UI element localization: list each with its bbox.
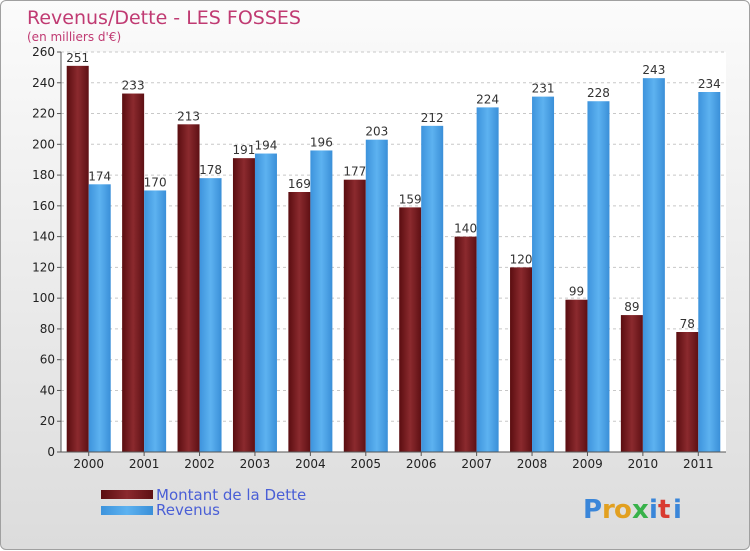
value-label-dette: 89	[624, 300, 639, 314]
bar-revenus	[254, 153, 277, 453]
value-label-revenus: 196	[310, 135, 333, 149]
y-tick-label: 180	[32, 168, 55, 182]
bar-revenus	[310, 150, 333, 452]
x-tick-label: 2003	[240, 457, 271, 471]
value-label-dette: 191	[233, 143, 256, 157]
y-axis: 0 20 40 60 80 100 120 140 160 180 200 220 240 260	[32, 45, 61, 459]
x-tick-label: 2001	[129, 457, 160, 471]
x-tick-label: 2006	[406, 457, 437, 471]
bar-dette	[676, 332, 699, 452]
value-label-dette: 233	[122, 79, 145, 93]
value-label-dette: 177	[343, 165, 366, 179]
svg-text:P: P	[583, 495, 602, 525]
y-tick-label: 240	[32, 76, 55, 90]
plot-area	[61, 52, 726, 452]
bar-revenus	[365, 139, 388, 452]
bar-dette	[454, 236, 477, 452]
value-label-dette: 99	[569, 285, 584, 299]
value-label-dette: 78	[680, 317, 695, 331]
y-tick-label: 80	[40, 322, 55, 336]
chart-subtitle: (en milliers d'€)	[27, 30, 121, 44]
y-tick-label: 0	[47, 445, 55, 459]
value-label-dette: 169	[288, 177, 311, 191]
x-tick-label: 2007	[461, 457, 492, 471]
svg-text:r: r	[602, 495, 615, 525]
value-label-revenus: 224	[476, 92, 499, 106]
value-label-revenus: 174	[88, 169, 111, 183]
legend: Montant de la Dette Revenus	[101, 486, 306, 519]
bar-dette	[620, 315, 643, 452]
svg-text:i: i	[673, 495, 682, 525]
value-label-dette: 159	[399, 192, 422, 206]
value-label-revenus: 243	[642, 63, 665, 77]
y-tick-label: 60	[40, 353, 55, 367]
y-tick-label: 100	[32, 291, 55, 305]
y-tick-label: 220	[32, 107, 55, 121]
y-tick-label: 40	[40, 383, 55, 397]
x-tick-label: 2009	[572, 457, 603, 471]
value-label-dette: 140	[454, 222, 477, 236]
bar-dette	[66, 65, 89, 452]
bar-dette	[122, 93, 145, 453]
bar-revenus	[532, 96, 555, 452]
value-label-revenus: 203	[365, 125, 388, 139]
value-label-dette: 120	[510, 252, 533, 266]
y-tick-label: 140	[32, 230, 55, 244]
bar-dette	[177, 124, 200, 453]
bars	[66, 65, 721, 453]
bar-dette	[565, 299, 588, 452]
legend-swatch-debt	[101, 490, 153, 499]
bar-revenus	[199, 178, 222, 452]
x-tick-label: 2005	[351, 457, 382, 471]
value-label-dette: 251	[66, 51, 89, 65]
y-tick-label: 20	[40, 414, 55, 428]
bar-revenus	[144, 190, 167, 452]
grid	[61, 51, 726, 422]
value-label-revenus: 194	[255, 139, 278, 153]
x-tick-label: 2008	[517, 457, 548, 471]
bar-dette	[288, 192, 311, 452]
svg-text:i: i	[649, 495, 658, 525]
x-tick-label: 2002	[184, 457, 215, 471]
bar-revenus	[421, 125, 444, 452]
value-label-revenus: 231	[532, 82, 555, 96]
value-label-dette: 213	[177, 109, 200, 123]
svg-text:o: o	[614, 495, 632, 525]
value-label-revenus: 170	[144, 175, 167, 189]
svg-text:x: x	[632, 495, 649, 525]
svg-text:t: t	[658, 495, 670, 525]
x-tick-label: 2010	[628, 457, 659, 471]
x-tick-label: 2004	[295, 457, 326, 471]
bar-dette	[343, 179, 366, 452]
bar-dette	[232, 158, 255, 452]
bar-dette	[399, 207, 422, 452]
legend-swatch-revenus	[101, 506, 153, 515]
value-label-revenus: 234	[698, 77, 721, 91]
bar-revenus	[642, 78, 665, 453]
x-axis: 2000 2001 2002 2003 2004 2005 2006 2007 2008 2009…	[73, 452, 714, 471]
y-tick-label: 200	[32, 137, 55, 151]
y-tick-label: 160	[32, 199, 55, 213]
value-label-revenus: 212	[421, 111, 444, 125]
bar-revenus	[587, 101, 610, 452]
proxiti-logo: P r o x i t i	[583, 495, 682, 525]
bar-revenus	[698, 92, 721, 452]
value-label-revenus: 228	[587, 86, 610, 100]
legend-label-revenus: Revenus	[156, 501, 220, 519]
bar-dette	[510, 267, 533, 452]
x-tick-label: 2000	[73, 457, 104, 471]
value-label-revenus: 178	[199, 163, 222, 177]
chart-title: Revenus/Dette - LES FOSSES	[27, 7, 301, 29]
bar-revenus	[88, 184, 111, 453]
x-tick-label: 2011	[683, 457, 714, 471]
y-tick-label: 120	[32, 260, 55, 274]
legend-label-debt: Montant de la Dette	[156, 486, 306, 504]
data-labels: 251 174 233 170 213 178 191 194 169 196 177 203 159 2…	[66, 51, 720, 331]
y-tick-label: 260	[32, 45, 55, 59]
bar-revenus	[476, 107, 499, 452]
